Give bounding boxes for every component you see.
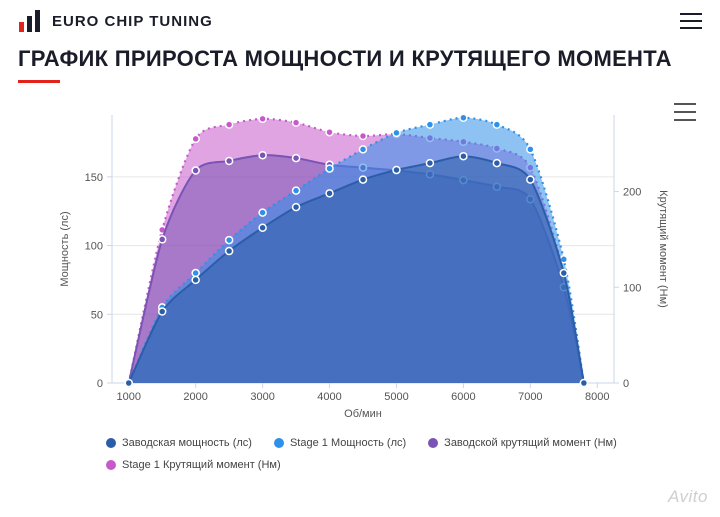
legend-item[interactable]: Заводская мощность (лс) bbox=[106, 437, 252, 449]
header: EURO CHIP TUNING bbox=[0, 0, 720, 40]
svg-text:7000: 7000 bbox=[518, 391, 542, 403]
legend-label: Stage 1 Крутящий момент (Нм) bbox=[122, 459, 281, 471]
svg-text:4000: 4000 bbox=[317, 391, 341, 403]
svg-text:0: 0 bbox=[623, 378, 629, 390]
title-block: ГРАФИК ПРИРОСТА МОЩНОСТИ И КРУТЯЩЕГО МОМ… bbox=[0, 40, 720, 83]
menu-icon[interactable] bbox=[680, 13, 702, 29]
svg-text:5000: 5000 bbox=[384, 391, 408, 403]
svg-text:Мощность (лс): Мощность (лс) bbox=[59, 211, 71, 286]
svg-text:1000: 1000 bbox=[116, 391, 140, 403]
legend-swatch bbox=[428, 438, 438, 448]
chart-legend: Заводская мощность (лс) Stage 1 Мощность … bbox=[106, 437, 702, 471]
svg-text:8000: 8000 bbox=[585, 391, 609, 403]
logo-bars-icon bbox=[18, 10, 44, 32]
chart-region: 10002000300040005000600070008000Об/мин05… bbox=[18, 101, 702, 471]
title-underline bbox=[18, 80, 60, 83]
svg-text:0: 0 bbox=[97, 378, 103, 390]
legend-label: Заводской крутящий момент (Нм) bbox=[444, 437, 617, 449]
legend-swatch bbox=[274, 438, 284, 448]
svg-text:200: 200 bbox=[623, 187, 641, 199]
svg-text:Об/мин: Об/мин bbox=[344, 408, 382, 420]
brand-name: EURO CHIP TUNING bbox=[52, 13, 213, 30]
legend-label: Заводская мощность (лс) bbox=[122, 437, 252, 449]
chart-context-menu-icon[interactable] bbox=[674, 103, 696, 121]
svg-text:50: 50 bbox=[91, 309, 103, 321]
legend-item[interactable]: Stage 1 Мощность (лс) bbox=[274, 437, 406, 449]
watermark: Avito bbox=[668, 487, 708, 507]
brand[interactable]: EURO CHIP TUNING bbox=[18, 10, 213, 32]
svg-text:6000: 6000 bbox=[451, 391, 475, 403]
legend-item[interactable]: Stage 1 Крутящий момент (Нм) bbox=[106, 459, 281, 471]
legend-item[interactable]: Заводской крутящий момент (Нм) bbox=[428, 437, 617, 449]
legend-label: Stage 1 Мощность (лс) bbox=[290, 437, 406, 449]
legend-swatch bbox=[106, 460, 116, 470]
svg-text:100: 100 bbox=[85, 241, 103, 253]
page-title: ГРАФИК ПРИРОСТА МОЩНОСТИ И КРУТЯЩЕГО МОМ… bbox=[18, 46, 702, 72]
svg-text:3000: 3000 bbox=[250, 391, 274, 403]
power-torque-chart: 10002000300040005000600070008000Об/мин05… bbox=[40, 101, 680, 431]
svg-text:100: 100 bbox=[623, 282, 641, 294]
svg-text:150: 150 bbox=[85, 172, 103, 184]
svg-text:2000: 2000 bbox=[183, 391, 207, 403]
legend-swatch bbox=[106, 438, 116, 448]
svg-text:Крутящий момент (Нм): Крутящий момент (Нм) bbox=[657, 190, 669, 308]
